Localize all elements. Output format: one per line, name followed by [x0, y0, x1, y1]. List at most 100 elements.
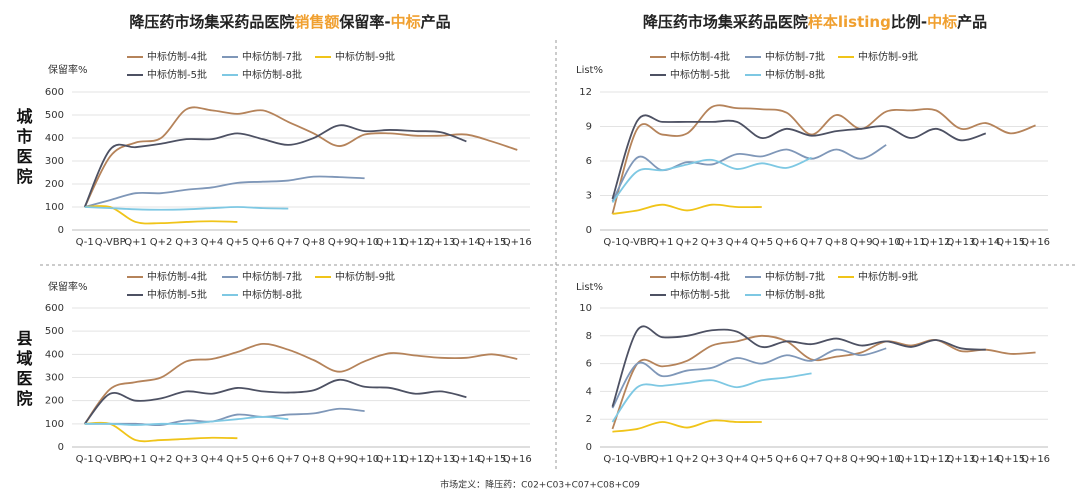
x-tick-label: Q+3: [701, 454, 724, 465]
x-tick-label: Q+3: [701, 237, 724, 248]
x-tick-label: Q+7: [800, 454, 823, 465]
series-line: [84, 378, 467, 425]
x-tick-label: Q+16: [503, 237, 532, 248]
legend-label: 中标仿制-5批: [147, 288, 207, 301]
legend-label: 中标仿制-7批: [242, 270, 302, 283]
legend-label: 中标仿制-5批: [147, 68, 207, 81]
title-part: 降压药市场集采药品医院: [129, 13, 294, 31]
y-tick-label: 12: [579, 87, 592, 98]
series-line: [83, 124, 467, 208]
y-tick-label: 0: [58, 442, 64, 453]
x-tick-label: Q+1: [124, 237, 147, 248]
legend-label: 中标仿制-4批: [147, 270, 207, 283]
legend-label: 中标仿制-9批: [335, 50, 395, 63]
x-tick-label: Q+2: [676, 454, 699, 465]
series-line: [611, 347, 887, 409]
y-tick-label: 10: [579, 303, 592, 314]
x-tick-label: Q+13: [426, 454, 455, 465]
y-tick-label: 6: [586, 156, 592, 167]
x-tick-label: Q+11: [376, 237, 405, 248]
legend-label: 中标仿制-4批: [670, 50, 730, 63]
x-tick-label: Q+7: [800, 237, 823, 248]
series-line: [611, 104, 1036, 215]
x-tick-label: Q-1: [603, 237, 621, 248]
y-tick-label: 200: [45, 396, 64, 407]
y-tick-label: 600: [45, 303, 64, 314]
x-tick-label: Q+9: [850, 454, 873, 465]
legend-label: 中标仿制-7批: [242, 50, 302, 63]
x-tick-label: Q+10: [350, 454, 379, 465]
series-line: [611, 114, 987, 200]
legend-label: 中标仿制-8批: [242, 68, 302, 81]
y-tick-label: 0: [58, 225, 64, 236]
title-part: 保留率-: [338, 13, 390, 31]
x-tick-label: Q-VBP: [95, 454, 126, 465]
legend-label: 中标仿制-9批: [858, 50, 918, 63]
x-tick-label: Q+12: [401, 237, 430, 248]
x-tick-label: Q+10: [350, 237, 379, 248]
x-tick-label: Q+5: [226, 454, 249, 465]
x-tick-label: Q+5: [226, 237, 249, 248]
x-tick-label: Q+3: [175, 237, 198, 248]
x-tick-label: Q+11: [897, 454, 926, 465]
x-tick-label: Q+6: [775, 454, 798, 465]
x-tick-label: Q+7: [277, 237, 300, 248]
x-tick-label: Q+11: [376, 454, 405, 465]
x-tick-label: Q+14: [452, 454, 481, 465]
title-part: 降压药市场集采药品医院: [643, 13, 808, 31]
y-tick-label: 0: [586, 225, 592, 236]
y-tick-label: 300: [45, 373, 64, 384]
x-tick-label: Q+9: [850, 237, 873, 248]
legend-label: 中标仿制-4批: [670, 270, 730, 283]
x-tick-label: Q+9: [328, 454, 351, 465]
legend-label: 中标仿制-8批: [242, 288, 302, 301]
series-line: [84, 205, 238, 225]
x-tick-label: Q+8: [825, 454, 848, 465]
series-line: [83, 106, 518, 208]
title-part: 产品: [957, 13, 987, 31]
x-tick-label: Q+11: [897, 237, 926, 248]
y-tick-label: 6: [586, 359, 592, 370]
x-tick-label: Q-1: [76, 454, 94, 465]
legend-label: 中标仿制-9批: [335, 270, 395, 283]
y-tick-label: 400: [45, 133, 64, 144]
legend-label: 中标仿制-4批: [147, 50, 207, 63]
chart-title: 降压药市场集采药品医院销售额保留率-中标产品: [129, 13, 450, 31]
x-tick-label: Q+12: [401, 454, 430, 465]
legend-label: 中标仿制-7批: [765, 50, 825, 63]
x-tick-label: Q+16: [1021, 237, 1050, 248]
x-tick-label: Q+5: [750, 237, 773, 248]
series-line: [84, 175, 365, 208]
y-tick-label: 500: [45, 110, 64, 121]
legend-label: 中标仿制-8批: [765, 288, 825, 301]
x-tick-label: Q+10: [872, 237, 901, 248]
x-tick-label: Q+9: [328, 237, 351, 248]
x-tick-label: Q+15: [477, 454, 506, 465]
legend-label: 中标仿制-5批: [670, 288, 730, 301]
y-axis-label: 保留率%: [48, 280, 88, 293]
series-line: [611, 325, 986, 407]
x-tick-label: Q+1: [651, 237, 674, 248]
footnote: 市场定义：降压药：C02+C03+C07+C08+C09: [440, 479, 640, 491]
x-tick-label: Q+12: [922, 454, 951, 465]
y-tick-label: 600: [45, 87, 64, 98]
chart-title: 降压药市场集采药品医院样本listing比例-中标产品: [643, 13, 987, 31]
y-tick-label: 400: [45, 349, 64, 360]
x-tick-label: Q+14: [971, 454, 1000, 465]
x-tick-label: Q+13: [426, 237, 455, 248]
x-tick-label: Q+8: [302, 237, 325, 248]
x-tick-label: Q+6: [252, 454, 275, 465]
x-tick-label: Q-VBP: [622, 454, 653, 465]
y-axis-label: List%: [576, 65, 603, 76]
x-tick-label: Q-VBP: [622, 237, 653, 248]
x-tick-label: Q-1: [603, 454, 621, 465]
row-label: 县域医院: [14, 330, 33, 410]
series-line: [611, 144, 887, 202]
series-line: [84, 415, 289, 426]
x-tick-label: Q+8: [825, 237, 848, 248]
x-tick-label: Q+15: [996, 454, 1025, 465]
y-axis-label: 保留率%: [48, 63, 88, 76]
x-tick-label: Q+13: [946, 454, 975, 465]
x-tick-label: Q+14: [971, 237, 1000, 248]
